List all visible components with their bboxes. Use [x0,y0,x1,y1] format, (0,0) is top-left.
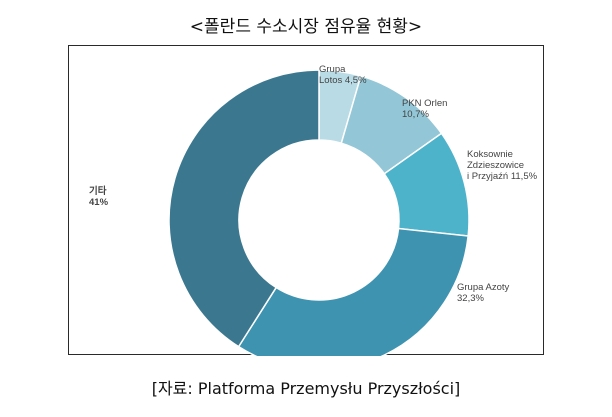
slice-label: Grupa Azoty 32,3% [457,282,510,304]
slice-label: PKN Orlen 10,7% [402,98,447,120]
donut-slice [168,69,320,348]
slice-label: Grupa Lotos 4,5% [319,64,367,86]
slice-label: Koksownie Zdzieszowice i Przyjaźń 11,5% [467,149,538,182]
source-caption: [자료: Platforma Przemysłu Przyszłości] [151,379,461,398]
chart-title: <폴란드 수소시장 점유율 현황> [189,17,423,37]
donut-slice [237,227,469,356]
chart-frame: Grupa Lotos 4,5% PKN Orlen 10,7% Koksownie Zd… [68,45,544,356]
slice-label: 기타 41% [89,185,109,208]
donut-chart: Grupa Lotos 4,5% PKN Orlen 10,7% Koksownie Zd… [89,64,538,356]
